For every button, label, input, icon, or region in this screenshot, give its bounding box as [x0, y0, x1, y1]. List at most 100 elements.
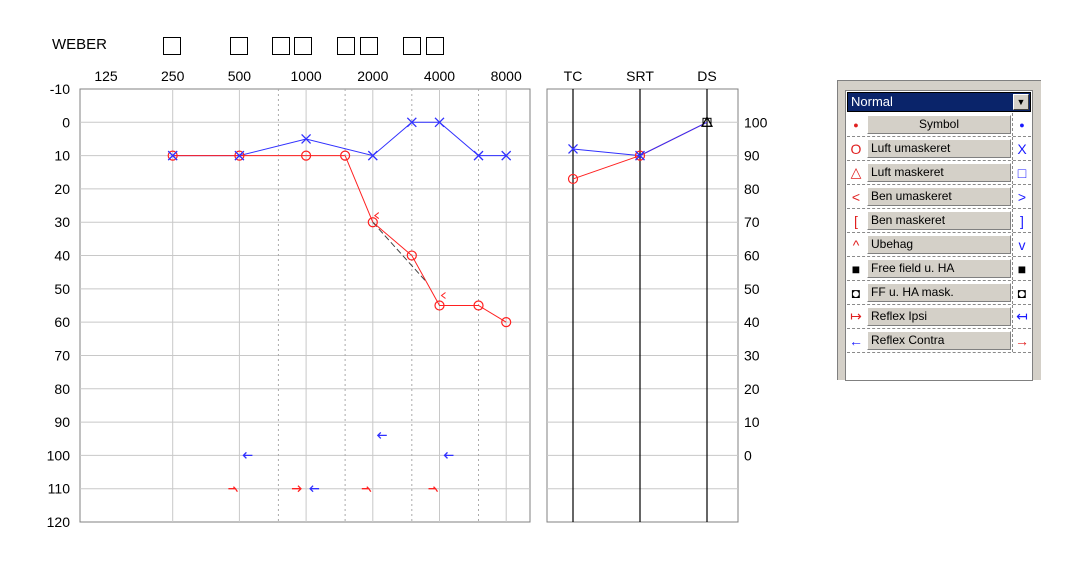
weber-box-250[interactable] — [163, 37, 181, 55]
y-tick-label: 80 — [54, 381, 70, 397]
weber-label: WEBER — [52, 36, 108, 53]
right-ear-symbol-icon: ^ — [852, 236, 860, 253]
legend-row[interactable]: ■ Free field u. HA ■ — [847, 257, 1031, 281]
legend-row[interactable]: ◘ FF u. HA mask. ◘ — [847, 281, 1031, 305]
y-tick-label: 20 — [54, 181, 70, 197]
y-tick-label: 50 — [54, 281, 70, 297]
legend-label: Reflex Contra — [867, 331, 1011, 350]
mark-circle — [234, 150, 245, 161]
reflex-ipsi-mark — [228, 486, 238, 493]
mark-circle — [406, 250, 417, 261]
right-ear-symbol-icon: ← — [849, 332, 863, 349]
legend-label: Ubehag — [867, 235, 1011, 254]
freq-label: 500 — [228, 68, 252, 84]
mark-x — [434, 117, 445, 128]
left-ear-symbol-icon: ] — [1012, 209, 1031, 232]
series-line — [172, 121, 507, 157]
legend-row[interactable]: O Luft umaskeret X — [847, 137, 1031, 161]
reflex-arrow — [309, 485, 320, 493]
legend-row[interactable]: ↦ Reflex Ipsi ↤ — [847, 305, 1031, 329]
legend-row[interactable]: ← Reflex Contra → — [847, 329, 1031, 353]
y-tick-label: 30 — [54, 214, 70, 230]
speech-score-label: 70 — [744, 214, 760, 230]
mark-x — [167, 150, 178, 161]
left-ear-symbol-icon: > — [1012, 185, 1031, 208]
mark-circle — [567, 173, 579, 185]
mark-circle — [167, 150, 178, 161]
speech-score-label: 20 — [744, 381, 760, 397]
weber-box-1000a[interactable] — [272, 37, 290, 55]
right-ear-icon: ● — [853, 119, 859, 130]
legend-label: FF u. HA mask. — [867, 283, 1011, 302]
y-tick-label: -10 — [50, 81, 70, 97]
speech-score-label: 30 — [744, 347, 760, 363]
speech-score-label: 40 — [744, 314, 760, 330]
legend-label: Free field u. HA — [867, 259, 1011, 278]
right-ear-symbol-icon: ◘ — [851, 284, 861, 301]
legend-label: Luft umaskeret — [867, 139, 1011, 158]
left-ear-icon: ● — [1012, 113, 1031, 136]
right-ear-symbol-icon: < — [851, 188, 861, 205]
mark-circle — [473, 300, 484, 311]
symbol-legend-panel: Normal ▼ ● Symbol ● O Luft umaskeret X △ Luft m… — [837, 80, 1041, 381]
left-ear-symbol-icon: X — [1012, 137, 1031, 160]
mark-square — [702, 117, 712, 127]
right-ear-symbol-icon: ■ — [851, 260, 861, 277]
legend-label: Ben maskeret — [867, 211, 1011, 230]
left-ear-symbol-icon: ◘ — [1012, 281, 1031, 304]
freq-label: 1000 — [291, 68, 322, 84]
mark-x — [406, 117, 417, 128]
legend-row[interactable]: ^ Ubehag v — [847, 233, 1031, 257]
legend-label: Reflex Ipsi — [867, 307, 1011, 326]
right-ear-symbol-icon: O — [850, 140, 862, 157]
y-tick-label: 120 — [47, 514, 71, 530]
left-ear-symbol-icon: ↤ — [1012, 305, 1031, 328]
right-ear-symbol-icon: ↦ — [850, 308, 862, 324]
legend-row[interactable]: △ Luft maskeret □ — [847, 161, 1031, 185]
speech-score-label: 0 — [744, 447, 752, 463]
mark-x — [367, 150, 378, 161]
mark-circle — [340, 150, 351, 161]
reflex-arrow — [242, 451, 253, 459]
mark-bone — [373, 212, 380, 219]
legend-row[interactable]: < Ben umaskeret > — [847, 185, 1031, 209]
left-ear-symbol-icon: □ — [1012, 161, 1031, 184]
y-tick-label: 110 — [48, 481, 71, 497]
speech-score-label: 80 — [744, 181, 760, 197]
mark-circle — [301, 150, 312, 161]
speech-score-label: 100 — [744, 114, 768, 130]
weber-box-500[interactable] — [230, 37, 248, 55]
mark-circle — [367, 217, 378, 228]
weber-box-2000b[interactable] — [360, 37, 378, 55]
freq-label: 250 — [161, 68, 185, 84]
mark-x — [301, 134, 312, 144]
mode-select[interactable]: Normal ▼ — [847, 92, 1031, 112]
freq-label: 2000 — [357, 68, 388, 84]
legend-header-label: Symbol — [867, 115, 1011, 134]
freq-label: 8000 — [491, 68, 522, 84]
y-tick-label: 0 — [62, 114, 70, 130]
y-tick-label: 90 — [54, 414, 70, 430]
weber-box-1000b[interactable] — [294, 37, 312, 55]
weber-box-2000a[interactable] — [337, 37, 355, 55]
speech-header: SRT — [626, 68, 654, 84]
reflex-ipsi-mark — [428, 486, 439, 493]
legend-table: Normal ▼ ● Symbol ● O Luft umaskeret X △ Luft m… — [845, 90, 1033, 381]
legend-label: Ben umaskeret — [867, 187, 1011, 206]
speech-header: TC — [564, 68, 583, 84]
left-ear-symbol-icon: → — [1012, 329, 1031, 352]
y-tick-label: 70 — [54, 347, 70, 363]
speech-header: DS — [697, 68, 716, 84]
bone-dashed-line — [372, 221, 428, 283]
weber-box-4000b[interactable] — [426, 37, 444, 55]
y-tick-label: 10 — [54, 148, 70, 164]
speech-frame — [546, 88, 739, 523]
weber-box-4000a[interactable] — [403, 37, 421, 55]
chevron-down-icon[interactable]: ▼ — [1013, 94, 1029, 110]
speech-score-label: 50 — [744, 281, 760, 297]
legend-row[interactable]: [Ben maskeret] — [847, 209, 1031, 233]
mark-x — [635, 150, 645, 161]
reflex-ipsi-mark — [361, 486, 372, 493]
y-tick-label: 100 — [47, 447, 71, 463]
